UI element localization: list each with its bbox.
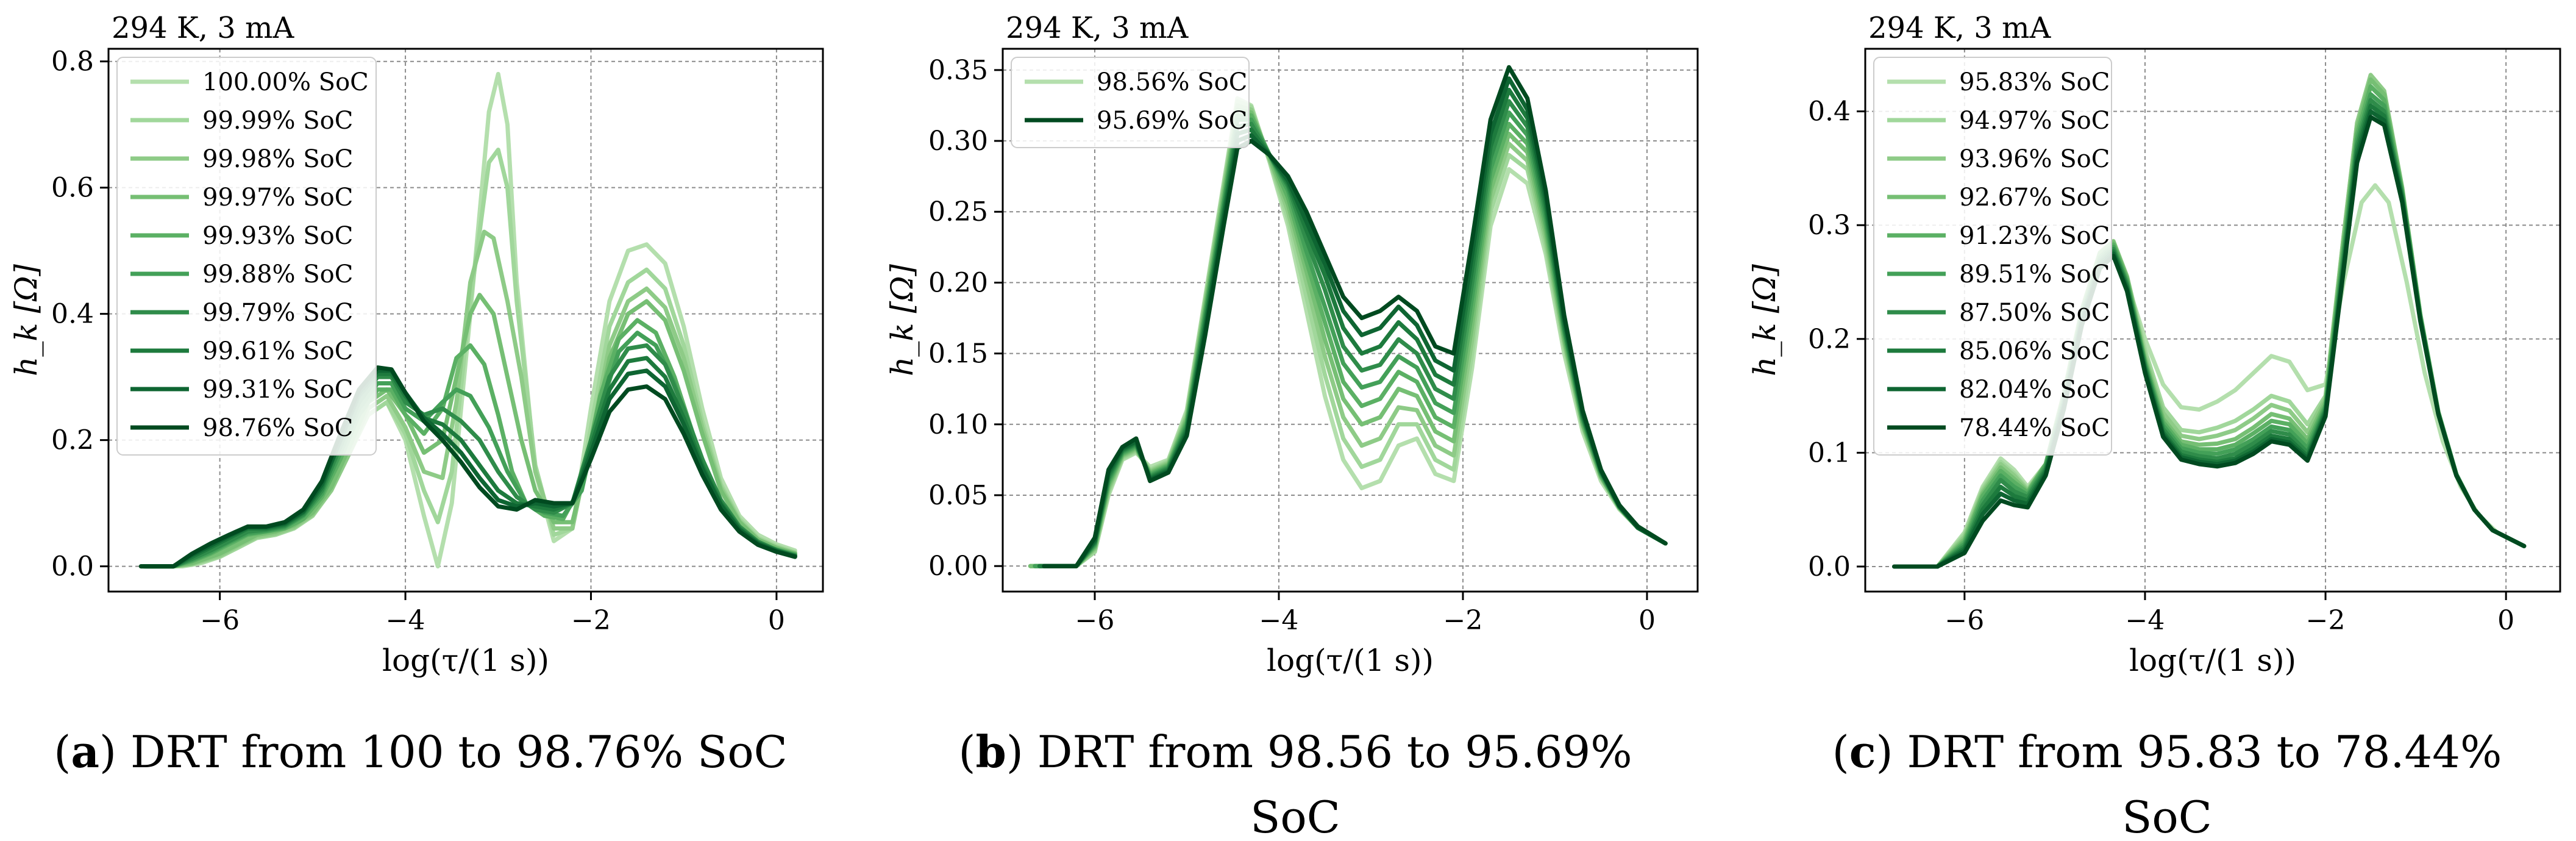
y-tick-label: 0.25 bbox=[928, 196, 988, 227]
chart-panel-2: −6 −4 −2 0 0.00 0.05 0.10 0.15 0.20 0.25 0.30 0.35 2… bbox=[884, 11, 1699, 841]
legend-entry: 98.56% SoC bbox=[1097, 68, 1247, 96]
series-line-7 bbox=[1037, 99, 1668, 568]
panel-header: 294 K, 3 mA bbox=[1006, 11, 1189, 45]
x-axis-label: log(τ/(1 s)) bbox=[2129, 643, 2296, 678]
legend-entry: 99.31% SoC bbox=[202, 376, 353, 404]
legend-entry: 92.67% SoC bbox=[1959, 184, 2110, 212]
legend-entry: 99.99% SoC bbox=[202, 107, 353, 135]
y-tick-label: 0.10 bbox=[928, 409, 988, 440]
series-group bbox=[138, 71, 797, 569]
chart-panel-3: −6 −4 −2 0 0.0 0.1 0.2 0.3 0.4 294 K, 3 mA log(τ/(… bbox=[1747, 11, 2561, 841]
legend: 95.83% SoC 94.97% SoC 93.96% SoC 92.67% SoC… bbox=[1873, 57, 2112, 456]
legend-entry: 94.97% SoC bbox=[1959, 107, 2110, 135]
legend-entry: 91.23% SoC bbox=[1959, 222, 2110, 250]
legend-entry: 99.88% SoC bbox=[202, 260, 353, 288]
caption-paren: ) bbox=[1876, 726, 1893, 778]
y-tick-label: 0.8 bbox=[51, 46, 94, 77]
series-line-10 bbox=[1042, 65, 1668, 568]
y-tick-label: 0.00 bbox=[928, 551, 988, 582]
legend-entry: 99.61% SoC bbox=[202, 337, 353, 365]
y-tick-label: 0.35 bbox=[928, 55, 988, 86]
x-tick-label: 0 bbox=[1638, 605, 1656, 636]
x-tick-label: −4 bbox=[1259, 605, 1299, 636]
x-tick-label: −2 bbox=[1443, 605, 1483, 636]
x-tick-label: −2 bbox=[571, 605, 611, 636]
axes-frame bbox=[107, 48, 824, 593]
y-tick-label: 0.20 bbox=[928, 267, 988, 298]
y-tick-label: 0.2 bbox=[51, 425, 94, 456]
series-group bbox=[1028, 65, 1668, 568]
legend-entry: 95.83% SoC bbox=[1959, 68, 2110, 96]
caption-letter: b bbox=[975, 726, 1006, 778]
caption: (c) DRT from 95.83 to 78.44% bbox=[1832, 726, 2502, 778]
panel-header: 294 K, 3 mA bbox=[1868, 11, 2052, 45]
chart-panel-1: −6 −4 −2 0 0.0 0.2 0.4 0.6 0.8 294 K, 3 mA log(τ/(… bbox=[9, 11, 824, 778]
legend-entry: 87.50% SoC bbox=[1959, 299, 2110, 327]
x-tick-label: −2 bbox=[2306, 605, 2346, 636]
x-tick-label: 0 bbox=[2497, 605, 2514, 636]
caption-letter: c bbox=[1849, 726, 1876, 778]
y-tick-label: 0.3 bbox=[1808, 210, 1851, 241]
caption-text: DRT from 98.56 to 95.69% bbox=[1023, 726, 1632, 778]
y-tick-label: 0.05 bbox=[928, 480, 988, 511]
legend-entry: 89.51% SoC bbox=[1959, 260, 2110, 288]
x-tick-label: −6 bbox=[1944, 605, 1984, 636]
y-tick-label: 0.15 bbox=[928, 338, 988, 370]
legend: 100.00% SoC 99.99% SoC 99.98% SoC 99.97% So… bbox=[116, 57, 377, 456]
axes-frame bbox=[1864, 48, 2561, 593]
x-tick-label: −4 bbox=[386, 605, 425, 636]
caption-line-2: SoC bbox=[1250, 792, 1340, 841]
series-line-10 bbox=[1891, 115, 2527, 569]
x-tick-label: −4 bbox=[2126, 605, 2165, 636]
y-tick-label: 0.1 bbox=[1808, 437, 1851, 468]
y-tick-label: 0.2 bbox=[1808, 324, 1851, 355]
caption-text: DRT from 100 to 98.76% SoC bbox=[116, 726, 788, 778]
caption: (a) DRT from 100 to 98.76% SoC bbox=[54, 726, 788, 778]
x-tick-label: 0 bbox=[768, 605, 785, 636]
caption: (b) DRT from 98.56 to 95.69% bbox=[958, 726, 1632, 778]
axes-frame bbox=[1002, 48, 1699, 593]
legend-entry: 99.98% SoC bbox=[202, 145, 353, 173]
legend-entry: 85.06% SoC bbox=[1959, 337, 2110, 365]
y-axis-label: h_k [Ω] bbox=[884, 264, 920, 376]
legend-entry: 93.96% SoC bbox=[1959, 145, 2110, 173]
y-tick-label: 0.30 bbox=[928, 126, 988, 157]
series-group bbox=[1891, 73, 2527, 569]
caption-paren: ( bbox=[958, 726, 975, 778]
y-tick-label: 0.4 bbox=[51, 299, 94, 330]
legend-entry: 99.79% SoC bbox=[202, 299, 353, 327]
x-axis-label: log(τ/(1 s)) bbox=[382, 643, 549, 678]
x-tick-label: −6 bbox=[1075, 605, 1115, 636]
legend-entry: 99.97% SoC bbox=[202, 184, 353, 212]
y-axis-label: h_k [Ω] bbox=[1747, 264, 1782, 376]
y-tick-label: 0.4 bbox=[1808, 96, 1851, 127]
x-tick-label: −6 bbox=[200, 605, 240, 636]
legend: 98.56% SoC 95.69% SoC bbox=[1011, 57, 1250, 148]
panel-header: 294 K, 3 mA bbox=[112, 11, 295, 45]
legend-entry: 78.44% SoC bbox=[1959, 414, 2110, 442]
legend-entry: 99.93% SoC bbox=[202, 222, 353, 250]
caption-paren: ( bbox=[1832, 726, 1849, 778]
legend-entry: 95.69% SoC bbox=[1097, 107, 1247, 135]
series-line-9 bbox=[1042, 76, 1668, 568]
caption-paren: ) bbox=[99, 726, 116, 778]
caption-text: DRT from 95.83 to 78.44% bbox=[1893, 726, 2502, 778]
y-tick-label: 0.0 bbox=[51, 551, 94, 582]
caption-line-2: SoC bbox=[2122, 792, 2212, 841]
legend-entry: 100.00% SoC bbox=[202, 68, 369, 96]
caption-paren: ) bbox=[1006, 726, 1023, 778]
caption-letter: a bbox=[71, 726, 99, 778]
series-line-10 bbox=[138, 365, 797, 569]
caption-paren: ( bbox=[54, 726, 71, 778]
y-tick-label: 0.6 bbox=[51, 173, 94, 204]
y-tick-label: 0.0 bbox=[1808, 551, 1851, 582]
legend-entry: 82.04% SoC bbox=[1959, 376, 2110, 404]
legend-entry: 98.76% SoC bbox=[202, 414, 353, 442]
y-axis-label: h_k [Ω] bbox=[9, 264, 44, 376]
x-axis-label: log(τ/(1 s)) bbox=[1267, 643, 1434, 678]
